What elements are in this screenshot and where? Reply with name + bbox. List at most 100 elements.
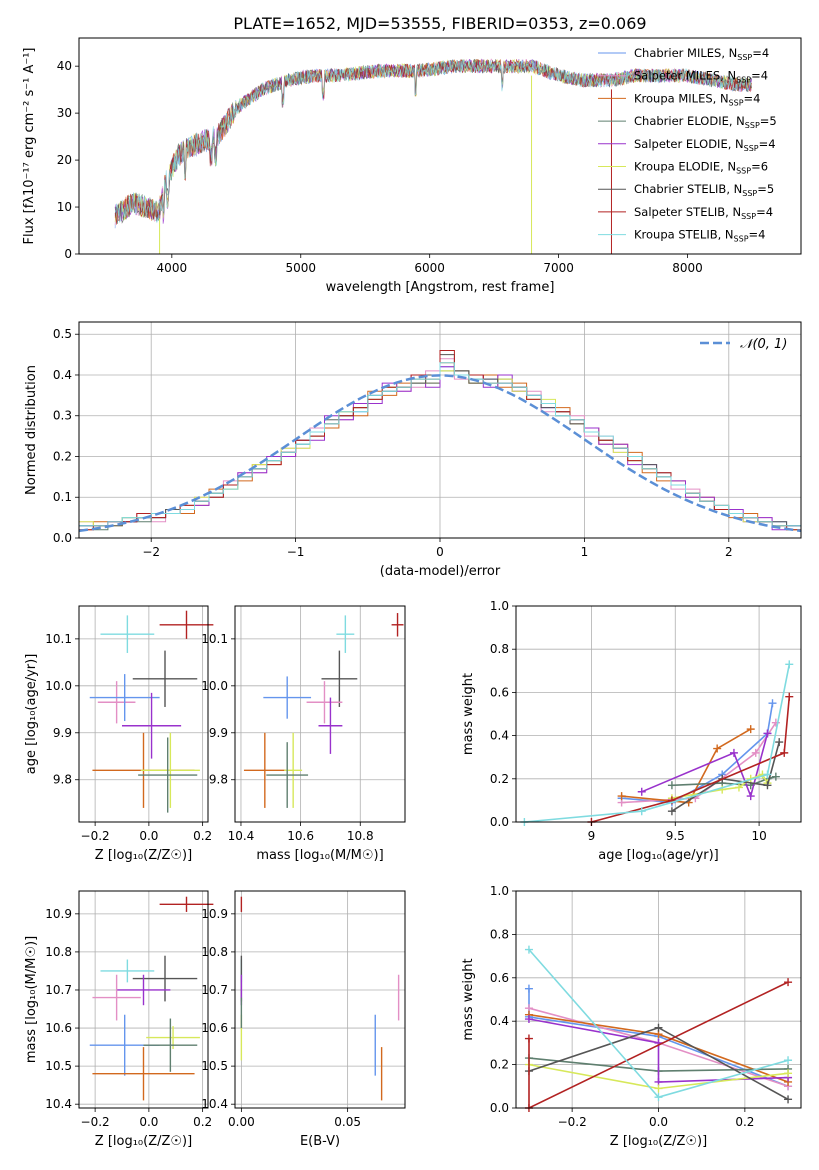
- x-axis-label: Z [log₁₀(Z/Z☉)]: [95, 1134, 192, 1149]
- y-tick-label: 0.4: [490, 1014, 509, 1028]
- x-tick-label: 0: [436, 545, 444, 559]
- y-tick-label: 0.2: [53, 449, 72, 463]
- massweight-marker: [784, 1095, 793, 1104]
- y-tick-label: 0.8: [490, 927, 509, 941]
- y-tick-label: 9.9: [209, 726, 228, 740]
- x-axis-label: (data-model)/error: [380, 564, 501, 579]
- y-tick-label: 10.5: [45, 1059, 72, 1073]
- plot-area: [520, 660, 794, 826]
- x-tick-label: 0.2: [735, 1115, 754, 1129]
- x-tick-label: 10.4: [228, 829, 255, 843]
- massweight-marker: [524, 945, 533, 954]
- legend: Chabrier MILES, NSSP=4 Salpeter MILES, NS…: [598, 46, 777, 244]
- massweight-line: [528, 988, 789, 1088]
- axes-frame: [515, 890, 802, 1109]
- panel-mass_vs_Z: −0.2 0.0 0.2 10.4 10.5 10.6 10.7 10.8 10.9 Z [log…: [24, 890, 214, 1149]
- panel-age_vs_Z: −0.2 0.0 0.2 9.8 9.9 10.0 10.1 Z [log₁₀(Z/Z☉)] a…: [24, 605, 214, 863]
- y-tick-label: 10.4: [201, 1097, 228, 1111]
- legend: 𝒩(0, 1): [700, 337, 787, 352]
- legend-label: Kroupa STELIB, NSSP=4: [634, 228, 765, 244]
- y-tick-label: 10.4: [45, 1097, 72, 1111]
- y-axis-label: mass weight: [461, 958, 476, 1040]
- legend-label: Salpeter STELIB, NSSP=4: [634, 205, 773, 221]
- massweight-marker: [785, 692, 794, 701]
- plot-area: [240, 896, 400, 1101]
- y-axis-label: Normed distribution: [24, 365, 39, 495]
- massweight-marker: [763, 781, 772, 790]
- axes-frame: [515, 605, 802, 823]
- y-tick-label: 10.7: [45, 983, 72, 997]
- x-axis-label: Z [log₁₀(Z/Z☉)]: [95, 848, 192, 863]
- y-tick-label: 0.4: [53, 368, 72, 382]
- x-tick-label: 9.5: [666, 829, 685, 843]
- y-axis-label: mass weight: [461, 673, 476, 755]
- massweight-marker: [751, 748, 760, 757]
- x-axis-label: mass [log₁₀(M/M☉)]: [256, 848, 383, 863]
- legend-label: Salpeter MILES, NSSP=4: [634, 69, 768, 85]
- massweight-marker: [785, 660, 794, 669]
- y-tick-label: 30: [57, 106, 72, 120]
- massweight-marker: [763, 770, 772, 779]
- spectrum-line: [114, 59, 752, 224]
- plot-area: [243, 613, 404, 808]
- y-tick-label: 0.2: [490, 772, 509, 786]
- legend-label: 𝒩(0, 1): [740, 337, 787, 352]
- x-tick-label: 9: [588, 829, 596, 843]
- y-tick-label: 1.0: [490, 884, 509, 898]
- massweight-marker: [667, 781, 676, 790]
- panel-residuals: −2 −1 0 1 2 0.0 0.1 0.2 0.3 0.4 0.5 (data-model)/er…: [24, 321, 802, 579]
- gridlines: [79, 891, 208, 1108]
- y-tick-label: 0.0: [490, 815, 509, 829]
- y-tick-label: 10.1: [45, 632, 72, 646]
- y-tick-label: 0: [64, 247, 72, 261]
- axes-frame: [78, 890, 209, 1109]
- y-tick-label: 1.0: [490, 599, 509, 613]
- plot-area: [89, 896, 214, 1101]
- legend-label: Chabrier STELIB, NSSP=5: [634, 182, 774, 198]
- massweight-line: [591, 696, 791, 823]
- legend-label: Kroupa ELODIE, NSSP=6: [634, 160, 768, 176]
- axes-frame: [234, 605, 406, 823]
- massweight-marker: [637, 787, 646, 796]
- x-tick-label: 10.8: [347, 829, 374, 843]
- massweight-marker: [654, 1084, 663, 1093]
- y-tick-label: 9.8: [53, 773, 72, 787]
- x-tick-label: 0.2: [193, 829, 212, 843]
- x-tick-label: 0.05: [334, 1115, 361, 1129]
- y-tick-label: 0.4: [490, 729, 509, 743]
- massweight-marker: [784, 1056, 793, 1065]
- massweight-line: [641, 733, 769, 799]
- histogram-step: [78, 362, 801, 538]
- x-tick-label: 0.0: [139, 1115, 158, 1129]
- x-axis-label: Z [log₁₀(Z/Z☉)]: [610, 1134, 707, 1149]
- y-tick-label: 20: [57, 153, 72, 167]
- massweight-marker: [524, 1034, 533, 1043]
- x-axis-label: E(B-V): [300, 1134, 340, 1149]
- x-tick-label: 10.6: [287, 829, 314, 843]
- y-tick-label: 0.3: [53, 409, 72, 423]
- plot-area: [89, 610, 214, 813]
- massweight-marker: [784, 978, 793, 987]
- massweight-marker: [775, 738, 784, 747]
- figure-title: PLATE=1652, MJD=53555, FIBERID=0353, z=0…: [233, 14, 646, 33]
- massweight-marker: [746, 725, 755, 734]
- x-tick-label: −0.2: [81, 829, 110, 843]
- y-tick-label: 0.0: [53, 531, 72, 545]
- massweight-marker: [784, 1069, 793, 1078]
- axes-frame: [234, 890, 406, 1109]
- gridlines: [235, 891, 405, 1108]
- x-tick-label: 1: [581, 545, 589, 559]
- legend-label: Chabrier MILES, NSSP=4: [634, 46, 769, 62]
- spectrum-line: [114, 59, 752, 224]
- y-tick-label: 10.0: [45, 679, 72, 693]
- normal-reference-curve: [78, 374, 802, 533]
- massweight-line: [528, 1018, 789, 1083]
- x-tick-label: 0.00: [228, 1115, 255, 1129]
- panel-massweight_vs_Z: −0.2 0.0 0.2 0.0 0.2 0.4 0.6 0.8 1.0 Z [log₁₀(Z/Z…: [461, 884, 802, 1149]
- x-tick-label: 4000: [157, 261, 188, 275]
- massweight-marker: [763, 729, 772, 738]
- y-tick-label: 10.6: [45, 1021, 72, 1035]
- massweight-line: [621, 728, 752, 804]
- axes-frame: [78, 37, 802, 255]
- axes-frame: [78, 605, 209, 823]
